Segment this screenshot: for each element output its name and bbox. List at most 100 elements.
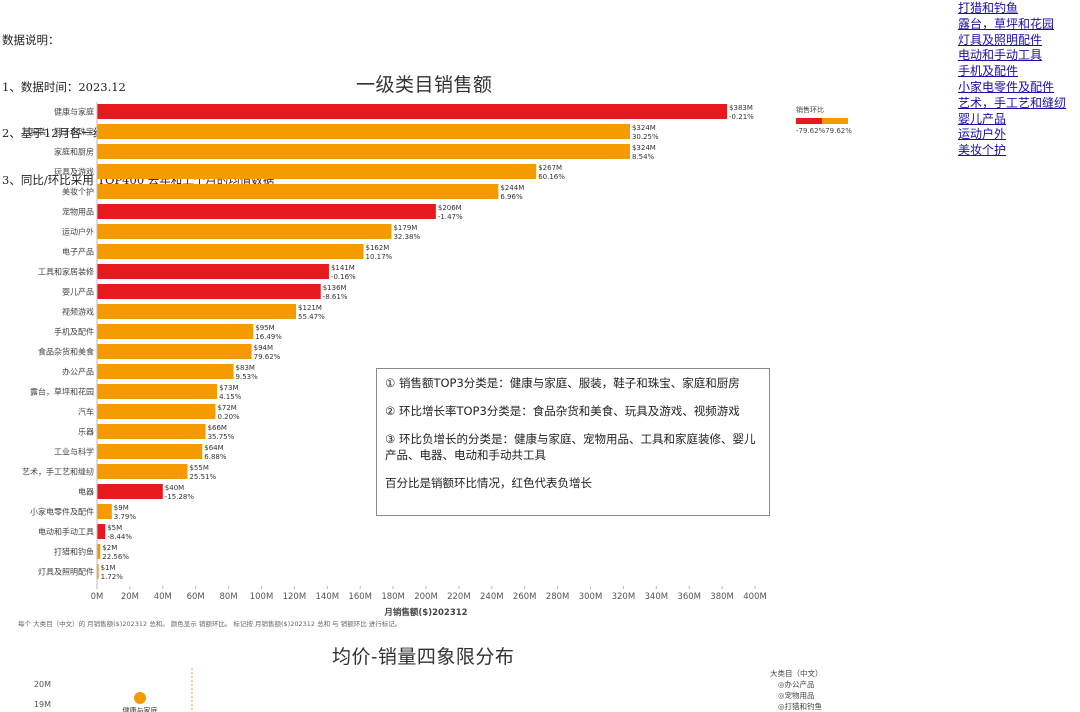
category-link[interactable]: 电动和手动工具 bbox=[958, 48, 1043, 63]
category-link[interactable]: 灯具及照明配件 bbox=[958, 32, 1043, 47]
mom-label: 9.53% bbox=[236, 373, 259, 381]
legend-min-label: -79.62% bbox=[796, 127, 826, 135]
chart-footnote: 每个 大类目（中文）的 月销售额($)202312 总和。 颜色显示 销额环比。… bbox=[18, 620, 402, 628]
category-label: 健康与家庭 bbox=[54, 107, 94, 117]
x-tick-label: 280M bbox=[546, 592, 570, 602]
x-tick-label: 0M bbox=[91, 592, 104, 602]
category-link[interactable]: 婴儿产品 bbox=[958, 111, 1007, 126]
category-label: 服装，鞋子和珠宝 bbox=[30, 127, 94, 137]
category-label: 宠物用品 bbox=[62, 207, 94, 217]
category-link[interactable]: 艺术，手工艺和缝纫 bbox=[958, 95, 1067, 110]
mom-label: 25.51% bbox=[189, 473, 216, 481]
x-tick-label: 320M bbox=[612, 592, 636, 602]
category-label: 工业与科学 bbox=[54, 447, 94, 457]
mom-label: -15.28% bbox=[165, 493, 195, 501]
value-label: $324M bbox=[632, 144, 656, 152]
category-label: 电子产品 bbox=[62, 247, 94, 257]
bar bbox=[97, 344, 252, 359]
mom-label: -8.44% bbox=[107, 533, 132, 541]
x-tick-label: 360M bbox=[677, 592, 701, 602]
value-label: $66M bbox=[208, 424, 227, 432]
bar bbox=[97, 204, 436, 219]
category-link[interactable]: 打猎和钓鱼 bbox=[958, 1, 1019, 15]
category-link[interactable]: 手机及配件 bbox=[958, 64, 1019, 79]
legend-max-label: 79.62% bbox=[825, 127, 852, 135]
category-label: 电器 bbox=[78, 487, 94, 497]
mom-label: 3.79% bbox=[114, 513, 137, 521]
mom-label: -1.47% bbox=[438, 213, 463, 221]
category-label: 手机及配件 bbox=[54, 327, 94, 337]
legend-range: -79.62%79.62% bbox=[796, 127, 852, 135]
bar bbox=[97, 304, 297, 319]
annotation-point-1: ① 销售额TOP3分类是：健康与家庭、服装，鞋子和珠宝、家庭和厨房 bbox=[385, 376, 740, 390]
bar bbox=[97, 364, 234, 379]
bar bbox=[97, 424, 206, 439]
x-tick-label: 300M bbox=[579, 592, 603, 602]
bar bbox=[97, 444, 203, 459]
y-tick-label: 19M bbox=[34, 700, 51, 709]
x-axis-title: 月销售额($)202312 bbox=[383, 607, 467, 618]
x-tick-label: 400M bbox=[743, 592, 767, 602]
bar bbox=[97, 564, 99, 579]
notes-line: 1、数据时间：2023.12 bbox=[2, 79, 126, 94]
value-label: $1M bbox=[101, 564, 116, 572]
category-label: 食品杂货和美食 bbox=[38, 347, 94, 357]
bar bbox=[97, 224, 392, 239]
mom-label: -8.61% bbox=[323, 293, 348, 301]
category-label: 电动和手动工具 bbox=[38, 527, 94, 537]
value-label: $40M bbox=[165, 484, 184, 492]
legend-title: 销售环比 bbox=[796, 106, 824, 114]
bar bbox=[97, 284, 321, 299]
mom-label: 6.88% bbox=[204, 453, 227, 461]
value-label: $83M bbox=[236, 364, 255, 372]
value-label: $9M bbox=[114, 504, 129, 512]
value-label: $141M bbox=[331, 264, 355, 272]
value-label: $324M bbox=[632, 124, 656, 132]
sales-bar-chart: 健康与家庭 $383M-0.21%服装，鞋子和珠宝 $324M30.25%家庭和厨房… bbox=[22, 102, 767, 618]
quadrant-legend-item: ◎办公产品 bbox=[778, 680, 815, 689]
x-tick-label: 120M bbox=[283, 592, 307, 602]
category-link[interactable]: 小家电零件及配件 bbox=[958, 79, 1055, 94]
category-label: 灯具及照明配件 bbox=[38, 567, 94, 577]
quadrant-legend-item: ◎打猎和钓鱼 bbox=[778, 702, 823, 711]
value-label: $267M bbox=[538, 164, 562, 172]
bar bbox=[97, 264, 329, 279]
mom-label: 6.96% bbox=[500, 193, 523, 201]
x-tick-label: 340M bbox=[645, 592, 669, 602]
mom-label: 0.20% bbox=[217, 413, 240, 421]
quadrant-legend-item: ◎宠物用品 bbox=[778, 691, 815, 700]
mom-label: 10.17% bbox=[365, 253, 392, 261]
value-label: $5M bbox=[107, 524, 122, 532]
x-tick-label: 100M bbox=[250, 592, 274, 602]
value-label: $136M bbox=[323, 284, 347, 292]
category-link[interactable]: 露台，草坪和花园 bbox=[958, 16, 1055, 31]
value-label: $72M bbox=[217, 404, 236, 412]
category-link[interactable]: 运动户外 bbox=[958, 127, 1007, 142]
category-label: 视频游戏 bbox=[62, 307, 94, 317]
category-label: 露台，草坪和花园 bbox=[30, 387, 94, 397]
x-tick-label: 60M bbox=[187, 592, 205, 602]
category-label: 婴儿产品 bbox=[62, 287, 94, 297]
bar bbox=[97, 404, 216, 419]
bar bbox=[97, 524, 106, 539]
category-label: 乐器 bbox=[78, 427, 94, 437]
x-tick-label: 40M bbox=[154, 592, 172, 602]
category-label: 运动户外 bbox=[62, 227, 94, 237]
mom-label: 22.56% bbox=[102, 553, 129, 561]
bar bbox=[97, 384, 218, 399]
value-label: $162M bbox=[365, 244, 389, 252]
mom-label: 32.38% bbox=[393, 233, 420, 241]
x-tick-label: 240M bbox=[480, 592, 504, 602]
category-label: 艺术，手工艺和缝纫 bbox=[22, 467, 94, 477]
bar bbox=[97, 464, 188, 479]
bar bbox=[97, 244, 364, 259]
category-link[interactable]: 美妆个护 bbox=[958, 143, 1007, 158]
category-label: 美妆个护 bbox=[62, 187, 94, 197]
mom-label: 4.15% bbox=[219, 393, 242, 401]
category-label: 家庭和厨房 bbox=[54, 147, 94, 157]
bar bbox=[97, 164, 537, 179]
mom-label: 30.25% bbox=[632, 133, 659, 141]
category-label: 工具和家居装修 bbox=[38, 267, 94, 277]
value-label: $55M bbox=[189, 464, 208, 472]
mom-label: -0.16% bbox=[331, 273, 356, 281]
